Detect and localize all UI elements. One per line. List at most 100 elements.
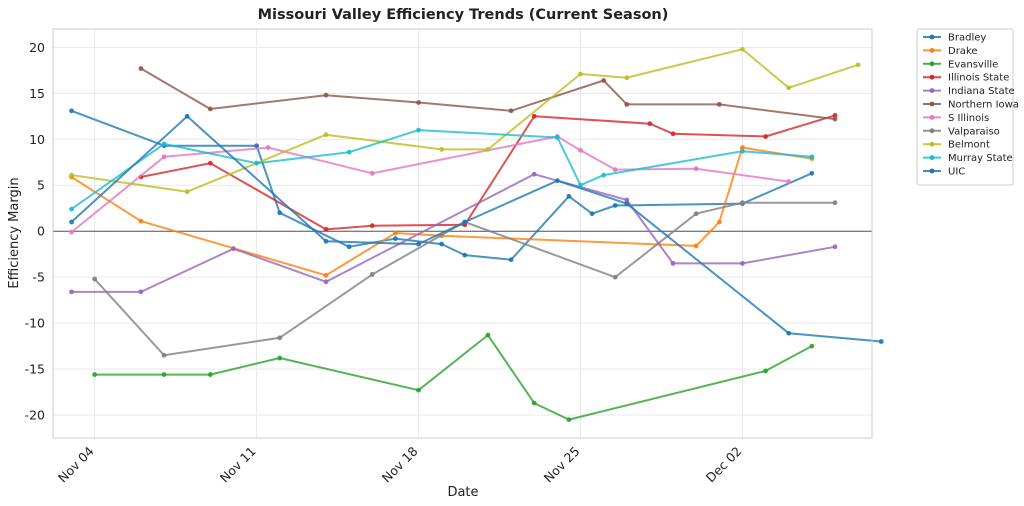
- data-point: [231, 246, 236, 252]
- legend-marker: [929, 74, 935, 80]
- data-point: [612, 167, 618, 173]
- data-point: [323, 92, 329, 98]
- legend-item: Indiana State: [923, 86, 1015, 97]
- data-point: [346, 244, 352, 250]
- series-line: [94, 334, 813, 421]
- data-point: [878, 339, 884, 344]
- legend-item: S Illinois: [923, 113, 989, 124]
- data-point: [277, 355, 283, 361]
- data-point: [323, 132, 329, 138]
- data-point: [323, 226, 329, 232]
- data-point: [624, 101, 630, 107]
- data-point: [763, 134, 768, 139]
- series-lines: [69, 46, 884, 423]
- legend-label: Belmont: [948, 140, 990, 151]
- data-point: [439, 241, 445, 247]
- data-point: [416, 127, 421, 133]
- data-point: [716, 101, 722, 107]
- legend-marker: [929, 115, 935, 120]
- data-point: [254, 160, 259, 166]
- data-point: [439, 147, 445, 152]
- series-evansville: [92, 332, 815, 423]
- data-point: [740, 148, 745, 154]
- data-point: [462, 252, 468, 258]
- data-point: [566, 417, 572, 423]
- data-point: [138, 289, 144, 295]
- data-point: [740, 200, 745, 206]
- y-tick-label: 20: [29, 40, 45, 55]
- series-line: [140, 114, 836, 231]
- data-point: [786, 179, 792, 184]
- data-point: [809, 343, 815, 349]
- data-point: [92, 372, 98, 377]
- data-point: [693, 166, 699, 172]
- data-point: [589, 211, 595, 217]
- data-point: [184, 113, 190, 119]
- grid: [53, 29, 872, 438]
- data-point: [485, 332, 491, 338]
- legend-item: UIC: [923, 167, 965, 178]
- data-point: [832, 116, 838, 122]
- data-point: [508, 257, 514, 263]
- data-point: [277, 335, 283, 341]
- legend-label: Evansville: [948, 59, 998, 70]
- series-bradley: [69, 108, 815, 263]
- data-point: [832, 244, 838, 250]
- legend-label: Bradley: [948, 33, 986, 44]
- data-point: [369, 170, 375, 176]
- series-uic: [69, 113, 884, 344]
- data-point: [578, 182, 583, 188]
- data-point: [207, 160, 213, 166]
- data-point: [323, 238, 329, 244]
- y-tick-label: 10: [29, 132, 45, 147]
- data-point: [508, 108, 514, 114]
- data-point: [763, 368, 768, 374]
- y-tick-label: 0: [37, 224, 45, 239]
- data-point: [369, 272, 375, 277]
- data-point: [69, 206, 74, 212]
- legend-label: Northern Iowa: [948, 100, 1019, 111]
- series-line: [70, 146, 812, 277]
- legend-item: Northern Iowa: [923, 100, 1019, 111]
- data-point: [809, 154, 815, 160]
- legend-marker: [929, 88, 935, 93]
- legend-item: Valparaiso: [923, 126, 1000, 137]
- legend-box: [916, 28, 1014, 186]
- series-line: [70, 129, 812, 210]
- data-point: [161, 154, 167, 160]
- x-axis-ticks: Nov 04 Nov 11 Nov 18 Nov 25 Dec 02: [55, 443, 745, 485]
- series-line: [71, 109, 813, 261]
- data-point: [554, 135, 560, 140]
- data-point: [740, 260, 745, 266]
- data-point: [254, 143, 259, 149]
- data-point: [601, 78, 607, 83]
- legend-label: Illinois State: [948, 73, 1009, 84]
- data-point: [138, 218, 144, 224]
- data-point: [624, 201, 630, 207]
- data-point: [69, 108, 74, 114]
- plot-area-frame: [52, 28, 873, 439]
- data-point: [416, 100, 421, 105]
- data-point: [92, 276, 98, 282]
- legend-item: Illinois State: [923, 73, 1009, 84]
- data-point: [855, 62, 861, 68]
- data-point: [740, 145, 745, 150]
- data-point: [740, 46, 745, 52]
- data-point: [265, 145, 271, 150]
- legend-item: Belmont: [923, 140, 990, 151]
- legend-label: S Illinois: [948, 113, 989, 124]
- data-point: [323, 279, 329, 285]
- data-point: [624, 75, 630, 81]
- legend-marker: [929, 155, 935, 161]
- data-point: [346, 149, 352, 155]
- data-point: [323, 272, 329, 278]
- legend-marker: [929, 101, 935, 107]
- data-point: [69, 229, 74, 235]
- data-point: [161, 372, 167, 377]
- series-belmont: [69, 46, 861, 195]
- data-point: [612, 274, 618, 280]
- data-point: [578, 71, 583, 77]
- series-s-illinois: [69, 134, 792, 235]
- x-tick-label: Nov 04: [55, 443, 97, 485]
